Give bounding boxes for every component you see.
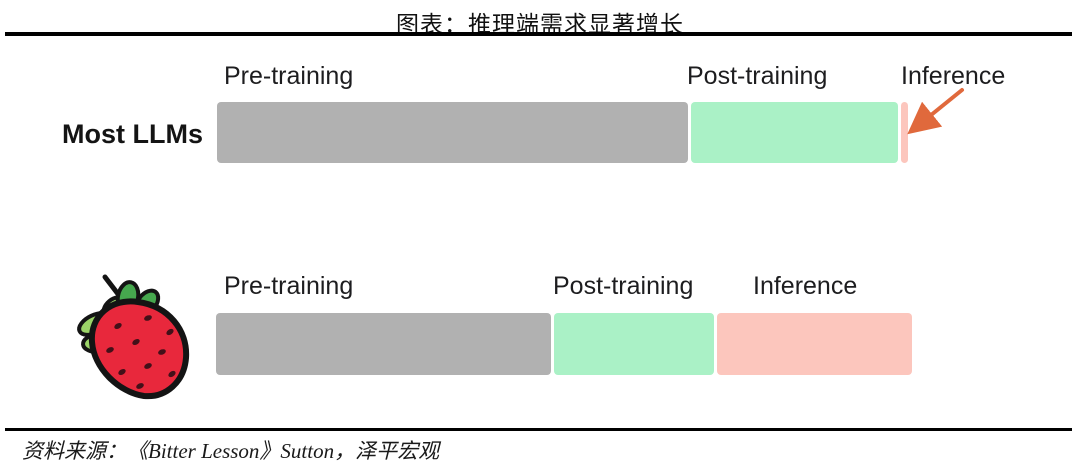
stacked-bar-most-llms <box>217 102 908 163</box>
segment-label-post-training: Post-training <box>553 272 694 300</box>
stacked-bar-strawberry <box>216 313 912 375</box>
source-note: 资料来源：《Bitter Lesson》Sutton，泽平宏观 <box>22 439 440 463</box>
bar-segment-inference <box>716 313 912 375</box>
segment-label-inference: Inference <box>753 272 858 300</box>
inference-annotation-arrow-icon <box>899 85 971 137</box>
row-label-most-llms: Most LLMs <box>62 119 203 149</box>
segment-label-inference: Inference <box>901 62 1006 90</box>
bar-segment-post-training <box>553 313 714 375</box>
bar-segment-post-training <box>690 102 899 163</box>
top-rule <box>5 32 1072 36</box>
bar-segment-inference <box>901 102 908 163</box>
segment-label-pre-training: Pre-training <box>224 272 354 300</box>
bar-segment-pre-training <box>216 313 551 375</box>
bar-segment-pre-training <box>217 102 688 163</box>
segment-label-pre-training: Pre-training <box>224 62 354 90</box>
strawberry-icon <box>66 264 200 406</box>
bottom-rule <box>5 428 1072 431</box>
segment-label-post-training: Post-training <box>687 62 828 90</box>
